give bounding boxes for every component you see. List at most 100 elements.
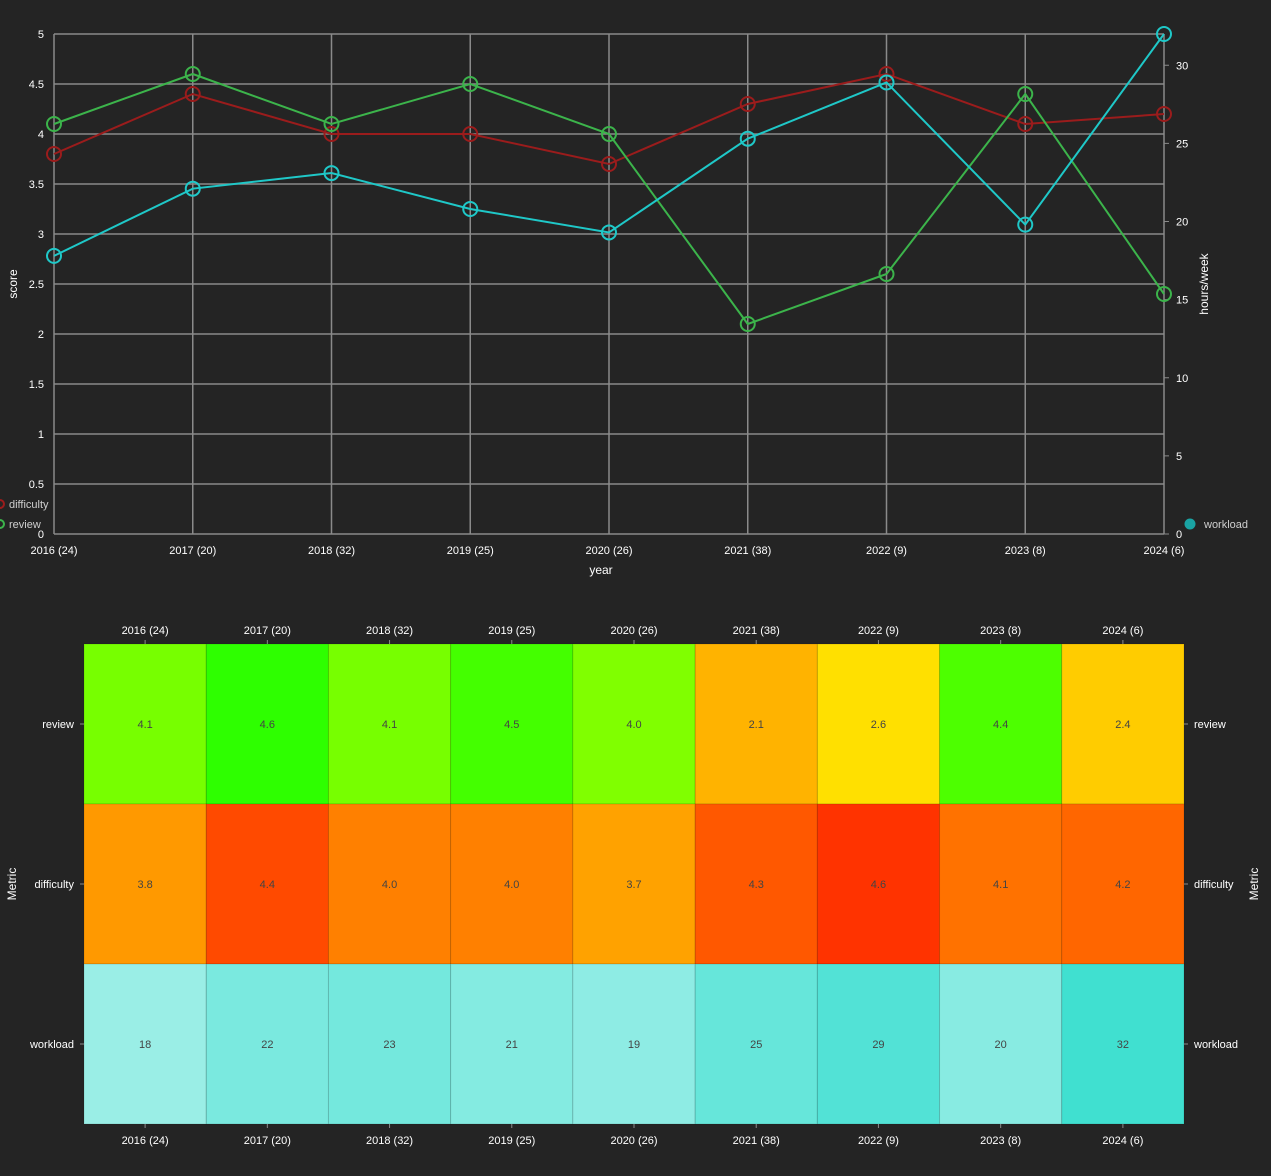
line-chart-series <box>46 26 1172 332</box>
data-point-workload <box>739 130 756 147</box>
heatmap-y-label-left: Metric <box>5 868 19 901</box>
heatmap-cell <box>205 963 329 1125</box>
heatmap-cell <box>327 803 452 965</box>
series-line-workload <box>53 33 1165 257</box>
heatmap-x-label-top: 2018 (32) <box>366 625 413 637</box>
line-chart-axes: 0 0.5 1 1.5 2 2.5 3 3.5 4 4.5 5 2016 (24) 2017 (20) 2… <box>29 29 1189 557</box>
legend-difficulty-marker <box>0 499 5 509</box>
heatmap-x-label-bottom: 2020 (26) <box>610 1135 657 1147</box>
heatmap-cell-label: 4.5 <box>504 719 519 731</box>
y-tick-label-right: 15 <box>1176 295 1188 307</box>
data-point-workload <box>46 247 62 264</box>
heatmap-cell <box>694 803 818 965</box>
heatmap-cell-label: 25 <box>750 1039 762 1051</box>
legend-difficulty: difficulty <box>9 499 49 511</box>
heatmap-x-label-top: 2017 (20) <box>244 625 291 637</box>
data-point-workload <box>462 201 479 217</box>
heatmap-x-label-bottom: 2019 (25) <box>488 1135 535 1147</box>
heatmap-cell-label: 4.1 <box>382 719 397 731</box>
heatmap-cells: 4.1 4.6 4.1 4.5 4.0 2.1 2.6 4.4 2.4 3.8 4.4 4.0 4.0 3… <box>83 643 1185 1125</box>
heatmap-cell-label: 2.4 <box>1115 719 1130 731</box>
heatmap-cell <box>205 643 329 805</box>
heatmap-y-label-right: Metric <box>1247 868 1261 901</box>
x-tick-label: 2023 (8) <box>1005 545 1046 557</box>
y-tick-label-right: 25 <box>1176 138 1188 150</box>
legend-right: workload <box>1184 518 1248 531</box>
legend-workload-marker <box>1184 518 1196 530</box>
heatmap-cell <box>816 643 941 805</box>
heatmap-cell-label: 4.4 <box>260 879 275 891</box>
data-point-difficulty <box>462 126 479 142</box>
heatmap-x-label-top: 2020 (26) <box>610 625 657 637</box>
heatmap-x-label-top: 2024 (6) <box>1102 625 1143 637</box>
heatmap-cell <box>572 963 696 1125</box>
heatmap-cell <box>327 963 452 1125</box>
data-point-review <box>323 116 340 132</box>
series-line-review <box>53 72 1165 326</box>
heatmap-x-label-bottom: 2018 (32) <box>366 1135 413 1147</box>
heatmap-cell <box>450 963 574 1125</box>
heatmap-cell <box>939 643 1063 805</box>
data-point-difficulty <box>878 66 895 82</box>
heatmap-row-label-right: review <box>1194 719 1226 731</box>
data-point-workload <box>601 224 617 241</box>
y-tick-label-right: 5 <box>1176 451 1182 463</box>
heatmap-x-label-top: 2019 (25) <box>488 625 535 637</box>
heatmap-cell-label: 4.3 <box>749 879 764 891</box>
y-tick-label-left: 4.5 <box>29 79 44 91</box>
x-tick-label: 2018 (32) <box>308 545 355 557</box>
heatmap-row-label-right: difficulty <box>1194 879 1234 891</box>
heatmap-x-label-bottom: 2017 (20) <box>244 1135 291 1147</box>
y-tick-label-left: 4 <box>38 129 44 141</box>
x-axis-label: year <box>589 563 612 577</box>
data-point-review <box>46 116 62 132</box>
x-tick-label: 2022 (9) <box>866 545 907 557</box>
heatmap-cell-label: 20 <box>995 1039 1007 1051</box>
heatmap-cell-label: 4.0 <box>382 879 397 891</box>
heatmap-cell <box>694 643 818 805</box>
data-point-difficulty <box>1156 106 1172 122</box>
data-point-review <box>1156 286 1172 302</box>
data-point-difficulty <box>323 126 340 142</box>
heatmap-labels: 2016 (24)2016 (24)2017 (20)2017 (20)2018… <box>29 625 1238 1147</box>
heatmap-cell <box>694 963 818 1125</box>
data-point-review <box>878 266 895 282</box>
heatmap-cell <box>83 963 207 1125</box>
y-axis-left-label: score <box>6 269 20 299</box>
x-tick-label: 2017 (20) <box>169 545 216 557</box>
heatmap-cell <box>327 643 452 805</box>
data-point-difficulty <box>46 146 62 162</box>
heatmap-cell <box>816 803 941 965</box>
series-line-difficulty <box>53 72 1165 166</box>
y-tick-label-right: 20 <box>1176 217 1188 229</box>
heatmap-cell-label: 3.8 <box>137 879 152 891</box>
heatmap-cell-label: 3.7 <box>626 879 641 891</box>
heatmap-x-label-bottom: 2022 (9) <box>858 1135 899 1147</box>
x-tick-label: 2020 (26) <box>585 545 632 557</box>
y-tick-label-left: 5 <box>38 29 44 41</box>
y-tick-label-left: 3.5 <box>29 179 44 191</box>
data-point-workload <box>184 180 201 197</box>
heatmap-x-label-top: 2021 (38) <box>733 625 780 637</box>
line-chart-grid <box>53 33 1165 535</box>
x-tick-label: 2024 (6) <box>1144 545 1185 557</box>
data-point-review <box>739 316 756 332</box>
heatmap-cell <box>1061 963 1185 1125</box>
y-tick-label-left: 3 <box>38 229 44 241</box>
data-point-difficulty <box>1017 116 1034 132</box>
heatmap-cell-label: 4.0 <box>626 719 641 731</box>
heatmap-cell-label: 32 <box>1117 1039 1129 1051</box>
heatmap-row-label-left: workload <box>29 1039 74 1051</box>
heatmap-x-label-bottom: 2016 (24) <box>122 1135 169 1147</box>
heatmap-cell <box>450 643 574 805</box>
heatmap-row-label-left: difficulty <box>34 879 74 891</box>
legend-left: difficulty review <box>0 499 49 531</box>
heatmap-cell-label: 23 <box>383 1039 395 1051</box>
y-tick-label-left: 0 <box>38 529 44 541</box>
heatmap-cell <box>572 643 696 805</box>
data-point-workload <box>878 74 895 91</box>
data-point-workload <box>1017 216 1034 233</box>
y-tick-label-left: 2 <box>38 329 44 341</box>
heatmap-cell-label: 4.4 <box>993 719 1008 731</box>
